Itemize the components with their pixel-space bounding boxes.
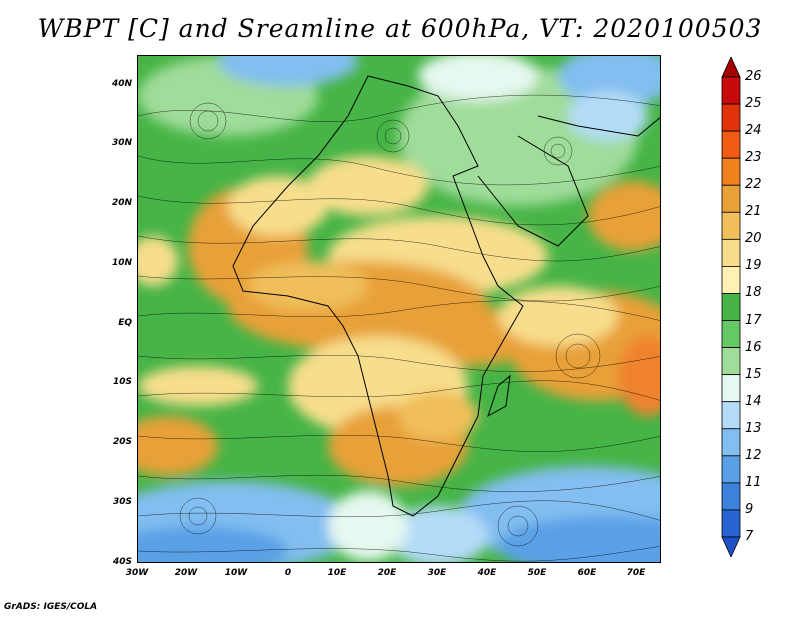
colorbar-label: 14 [745,393,762,409]
colorbar-label: 18 [745,285,762,301]
lat-label: 20N [111,198,132,208]
colorbar-min-arrow [721,536,741,557]
lon-label: 30W [125,568,149,578]
colorbar-label: 7 [745,529,754,544]
lat-label: 10S [112,377,132,387]
lon-label: 40E [477,568,497,578]
colorbar-label: 21 [745,204,762,220]
streamlines [138,94,660,562]
colorbar-label: 16 [745,339,762,355]
colorbar-segment [721,293,741,321]
colorbar [721,57,741,557]
lat-label: 10N [111,258,132,268]
colorbar-segment [721,238,741,267]
colorbar-segment [721,76,741,105]
lon-label: 50E [527,568,547,578]
colorbar-segment [721,347,741,376]
lon-label: 70E [626,568,646,578]
lon-label: 20W [174,568,198,578]
colorbar-segment [721,184,741,213]
colorbar-label: 12 [745,447,762,463]
lon-label: 60E [577,568,597,578]
lat-label: 40N [111,79,132,89]
colorbar-segment [721,482,741,511]
temperature-shading [138,56,660,562]
colorbar-label: 23 [745,150,762,166]
colorbar-label: 24 [745,123,762,139]
lon-label: 0 [284,568,292,578]
lon-label: 10E [327,568,347,578]
colorbar-label: 20 [745,231,762,247]
colorbar-segment [721,320,741,348]
colorbar-segment [721,103,741,132]
colorbar-label: 17 [745,312,762,328]
lon-label: 30E [427,568,447,578]
colorbar-label: 26 [745,69,762,84]
colorbar-label: 25 [745,96,762,112]
colorbar-segment [721,130,741,159]
lat-label: 30S [112,497,132,507]
colorbar-segment [721,455,741,484]
footer-credit: GrADS: IGES/COLA [4,602,98,612]
lat-label: 20S [112,437,132,447]
lon-label: 20E [377,568,397,578]
colorbar-segment [721,509,741,538]
colorbar-segment [721,374,741,403]
colorbar-segment [721,157,741,186]
colorbar-label: 22 [745,177,762,193]
coastlines [232,75,660,517]
colorbar-segment [721,401,741,430]
colorbar-label: 9 [745,501,754,517]
map-title: WBPT [C] and Sreamline at 600hPa, VT: 20… [37,14,763,43]
lat-label: EQ [118,318,132,328]
lon-label: 10W [224,568,248,578]
colorbar-label: 19 [745,258,762,274]
colorbar-label: 13 [745,420,762,436]
colorbar-label: 11 [745,474,762,490]
colorbar-label: 15 [745,366,762,382]
colorbar-max-arrow [721,57,741,78]
colorbar-segment [721,266,741,294]
colorbar-segment [721,428,741,457]
lat-label: 30N [111,138,132,148]
lat-label: 40S [112,557,132,567]
colorbar-segment [721,211,741,240]
wbpt-field-map [138,56,660,562]
map-panel [137,55,661,563]
